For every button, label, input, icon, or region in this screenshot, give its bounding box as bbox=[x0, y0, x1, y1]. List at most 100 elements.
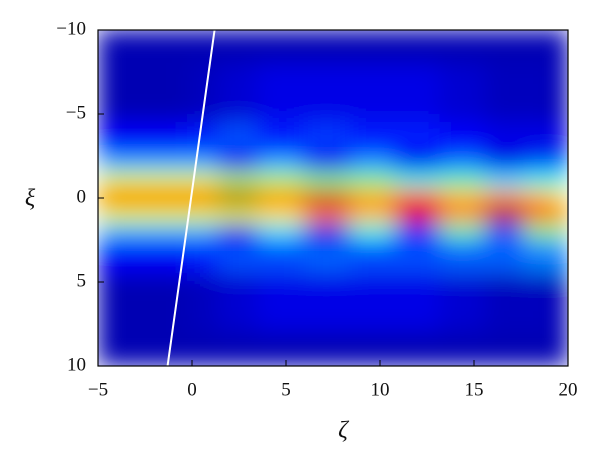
heat-cell bbox=[484, 222, 525, 241]
heat-cell bbox=[439, 222, 486, 241]
heat-cell bbox=[553, 189, 568, 207]
heat-cell bbox=[439, 273, 486, 333]
heat-cell bbox=[439, 63, 486, 123]
heat-cell bbox=[217, 155, 259, 174]
heat-cell bbox=[98, 205, 118, 224]
heat-cell bbox=[153, 30, 188, 65]
heat-cell bbox=[303, 155, 351, 174]
heat-cell bbox=[257, 121, 305, 157]
heat-cell bbox=[98, 63, 118, 123]
heat-cell bbox=[553, 273, 568, 333]
heat-cell bbox=[98, 121, 118, 157]
heat-cell bbox=[186, 205, 219, 224]
line-annotation bbox=[166, 30, 216, 366]
heat-cell bbox=[116, 222, 155, 241]
heat-cell bbox=[217, 172, 259, 191]
heat-cell bbox=[553, 205, 568, 224]
heat-cell bbox=[303, 30, 351, 65]
heat-cell bbox=[484, 63, 525, 123]
heat-cell bbox=[349, 121, 396, 157]
heat-cell bbox=[523, 239, 555, 275]
x-tick-label: 10 bbox=[371, 379, 390, 400]
heat-cell bbox=[349, 172, 396, 191]
y-tick-label: 10 bbox=[67, 354, 86, 375]
heat-cell bbox=[553, 239, 568, 275]
heat-cell bbox=[116, 189, 155, 207]
heat-cell bbox=[484, 155, 525, 174]
y-tick-label: −5 bbox=[66, 102, 86, 123]
heat-cell bbox=[484, 30, 525, 65]
heat-cell bbox=[186, 222, 219, 241]
heat-cell bbox=[394, 273, 441, 333]
heat-cell bbox=[98, 172, 118, 191]
heat-cell bbox=[553, 172, 568, 191]
heat-cell bbox=[484, 239, 525, 275]
heat-cell bbox=[116, 239, 155, 275]
heat-cell bbox=[394, 121, 441, 157]
heat-cell bbox=[98, 155, 118, 174]
heat-cell bbox=[553, 30, 568, 65]
heat-cell bbox=[394, 172, 441, 191]
heat-cell bbox=[349, 189, 396, 207]
heat-cell bbox=[303, 63, 351, 123]
heat-cell bbox=[439, 155, 486, 174]
heat-cell bbox=[257, 189, 305, 207]
heat-cell bbox=[257, 273, 305, 333]
heat-cell bbox=[523, 273, 555, 333]
heat-cell bbox=[153, 189, 188, 207]
heat-cell bbox=[439, 30, 486, 65]
heat-cell bbox=[186, 155, 219, 174]
heat-cell bbox=[439, 189, 486, 207]
heat-cell bbox=[484, 205, 525, 224]
heat-cell bbox=[257, 239, 305, 275]
heat-cell bbox=[394, 30, 441, 65]
heat-cell bbox=[553, 222, 568, 241]
heat-cell bbox=[553, 63, 568, 123]
heat-cell bbox=[303, 189, 351, 207]
heatmap-area bbox=[98, 30, 568, 366]
heat-cell bbox=[553, 155, 568, 174]
heat-cell bbox=[217, 30, 259, 65]
x-axis-label: ζ bbox=[338, 418, 350, 444]
heat-cell bbox=[484, 121, 525, 157]
heat-cell bbox=[394, 331, 441, 366]
heat-cell bbox=[523, 155, 555, 174]
heat-cell bbox=[116, 273, 155, 333]
heat-cell bbox=[217, 239, 259, 275]
heat-cell bbox=[349, 63, 396, 123]
heat-cell bbox=[394, 155, 441, 174]
heat-cell bbox=[349, 222, 396, 241]
heat-cell bbox=[523, 189, 555, 207]
y-tick-label: −10 bbox=[56, 18, 86, 39]
heatmap-cells bbox=[98, 30, 568, 366]
heat-cell bbox=[349, 30, 396, 65]
heat-cell bbox=[186, 189, 219, 207]
heat-cell bbox=[98, 222, 118, 241]
heat-cell bbox=[153, 121, 188, 157]
heat-cell bbox=[186, 239, 219, 275]
y-tick-label: 0 bbox=[77, 186, 87, 207]
heat-cell bbox=[394, 63, 441, 123]
heat-cell bbox=[116, 172, 155, 191]
heat-cell bbox=[484, 331, 525, 366]
heat-cell bbox=[303, 205, 351, 224]
heat-cell bbox=[349, 155, 396, 174]
heat-cell bbox=[217, 63, 259, 123]
heat-cell bbox=[523, 331, 555, 366]
heat-cell bbox=[153, 155, 188, 174]
heat-cell bbox=[116, 63, 155, 123]
x-tick-label: −5 bbox=[88, 379, 108, 400]
heat-cell bbox=[116, 155, 155, 174]
heat-cell bbox=[303, 331, 351, 366]
y-axis-label: ξ bbox=[25, 186, 36, 212]
heat-cell bbox=[186, 121, 219, 157]
heat-cell bbox=[153, 205, 188, 224]
heat-cell bbox=[484, 172, 525, 191]
heat-cell bbox=[484, 273, 525, 333]
heat-cell bbox=[257, 155, 305, 174]
heat-cell bbox=[257, 205, 305, 224]
heat-cell bbox=[217, 222, 259, 241]
heat-cell bbox=[217, 331, 259, 366]
heat-cell bbox=[349, 239, 396, 275]
